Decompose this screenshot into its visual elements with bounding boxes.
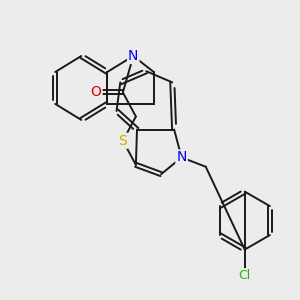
Text: S: S bbox=[118, 134, 127, 148]
Text: N: N bbox=[176, 150, 187, 164]
Text: N: N bbox=[128, 49, 139, 63]
Text: Cl: Cl bbox=[238, 269, 251, 282]
Text: O: O bbox=[91, 85, 102, 99]
